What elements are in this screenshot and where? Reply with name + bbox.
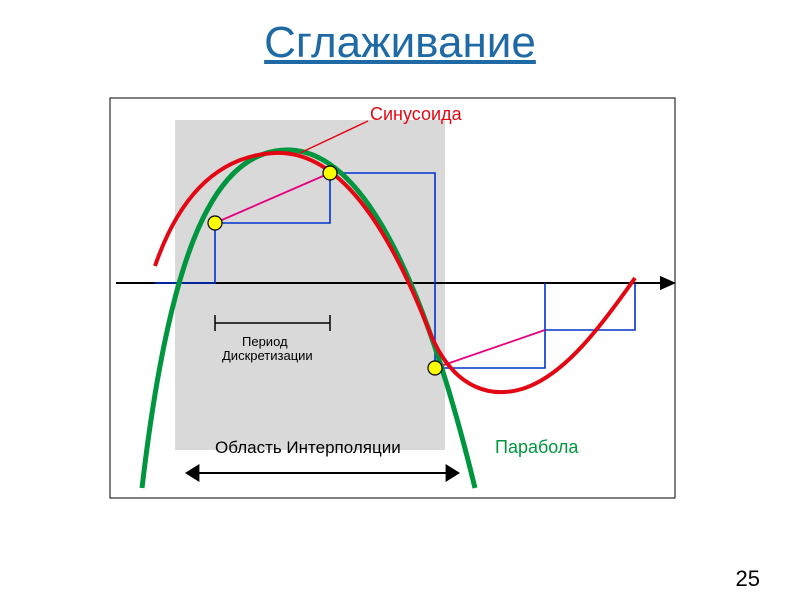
period-label-line2: Дискретизации <box>222 348 313 363</box>
diagram-svg: Синусоида Период Дискретизации Область И… <box>0 78 800 518</box>
parabola-label: Парабола <box>495 437 579 457</box>
sample-point <box>428 361 442 375</box>
sample-point <box>323 166 337 180</box>
interpolation-label: Область Интерполяции <box>215 438 401 457</box>
period-label-line1: Период <box>242 334 288 349</box>
sample-point <box>208 216 222 230</box>
page-number: 25 <box>736 566 760 592</box>
diagram-container: Синусоида Период Дискретизации Область И… <box>0 78 800 518</box>
page-title: Сглаживание <box>0 18 800 68</box>
sinusoid-label: Синусоида <box>370 104 463 124</box>
interpolation-region <box>175 120 445 450</box>
